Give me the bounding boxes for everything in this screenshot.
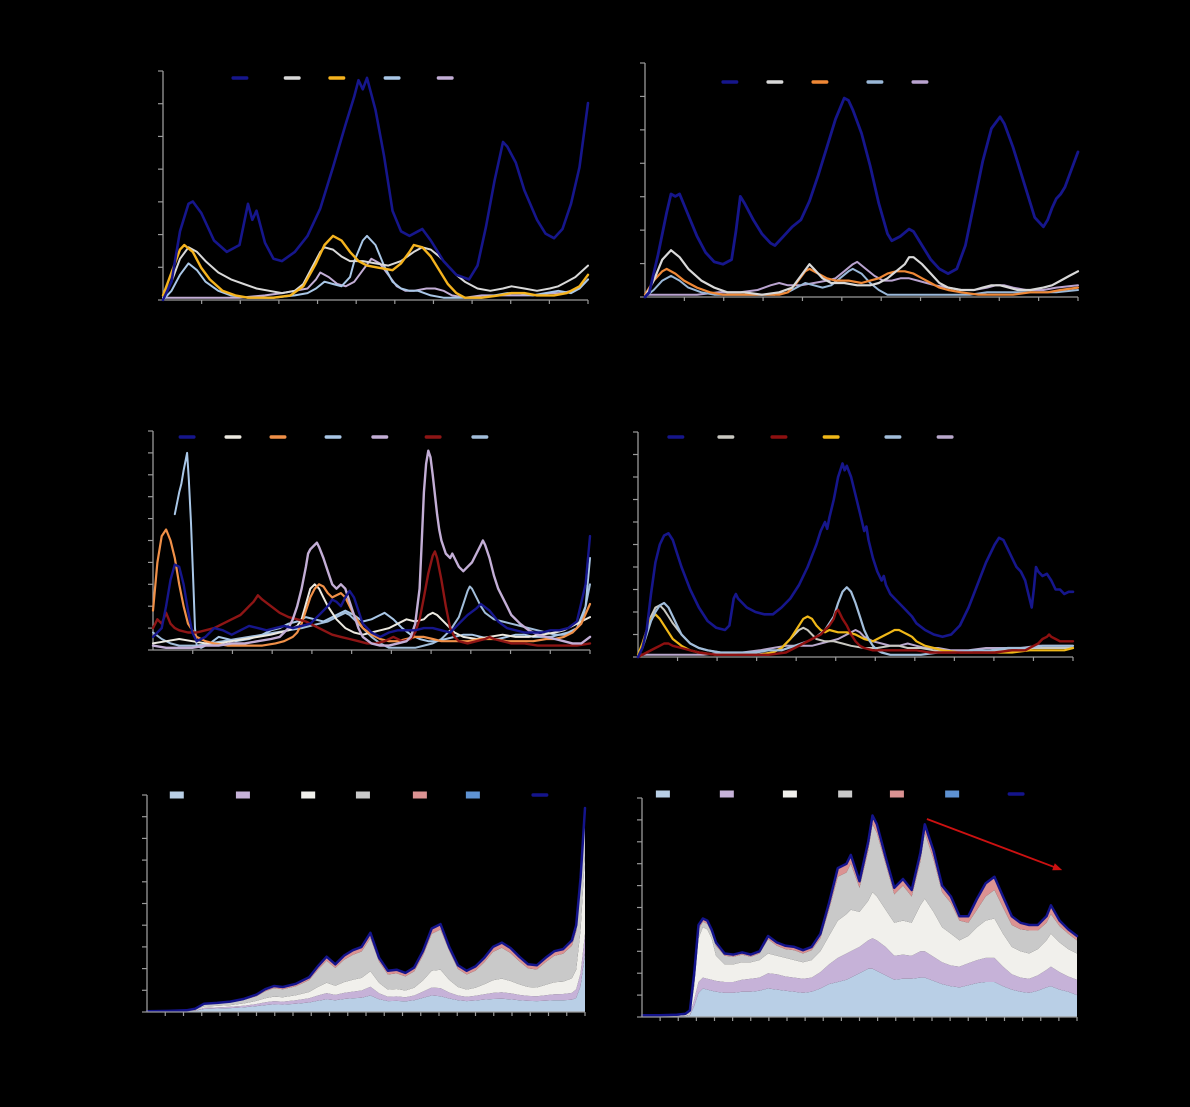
legend-marker-light-blue bbox=[884, 435, 902, 439]
area-layer-white bbox=[147, 855, 585, 1012]
legend-marker-dark-red bbox=[424, 435, 442, 439]
chart-bottom-left bbox=[142, 791, 587, 1016]
legend-marker-light-blue bbox=[324, 435, 342, 439]
series-light-gray-line bbox=[643, 249, 1080, 299]
legend bbox=[178, 435, 489, 439]
legend-marker-plum bbox=[371, 435, 389, 439]
area-layer-lavender bbox=[642, 938, 1077, 1017]
legend-marker-steel-blue bbox=[471, 435, 489, 439]
legend-marker-navy bbox=[667, 435, 685, 439]
series-gold-line bbox=[636, 613, 1075, 656]
legend-marker-steel-blue bbox=[945, 790, 960, 798]
legend-marker-plum bbox=[936, 435, 954, 439]
legend-marker-cream bbox=[224, 435, 242, 439]
legend bbox=[667, 435, 954, 439]
legend-marker-orange bbox=[269, 435, 287, 439]
chart-top-right bbox=[640, 62, 1080, 301]
legend-marker-white bbox=[782, 790, 797, 798]
series-navy-line bbox=[151, 534, 592, 643]
chart-middle-right bbox=[633, 431, 1075, 661]
legend bbox=[169, 791, 549, 799]
legend-marker-navy bbox=[721, 80, 739, 84]
series-navy-line bbox=[161, 76, 590, 302]
legend-marker-light-blue bbox=[169, 791, 184, 799]
area-layer-white bbox=[642, 892, 1077, 1017]
legend-marker-navy-total bbox=[531, 793, 549, 797]
series-cream-line bbox=[152, 583, 591, 645]
area-layer-lavender bbox=[147, 933, 585, 1012]
axes bbox=[142, 794, 586, 1016]
legend-marker-lavender bbox=[235, 791, 250, 799]
legend-marker-pink bbox=[889, 790, 904, 798]
total-line-navy-total bbox=[640, 814, 1079, 1017]
series-plum-line bbox=[151, 449, 592, 649]
legend-marker-gold bbox=[328, 76, 346, 80]
legend bbox=[655, 790, 1025, 798]
legend-marker-plum bbox=[911, 80, 929, 84]
series-light-blue-line bbox=[173, 451, 591, 649]
legend-marker-steel-blue bbox=[465, 791, 480, 799]
legend-marker-light-blue bbox=[655, 790, 670, 798]
series-navy-line bbox=[643, 96, 1080, 299]
legend bbox=[721, 80, 929, 84]
legend-marker-navy-total bbox=[1007, 792, 1025, 796]
legend-marker-pink bbox=[412, 791, 427, 799]
legend-marker-dark-red bbox=[770, 435, 788, 439]
trend-arrow-annotation bbox=[926, 818, 1063, 871]
trend-arrow-head bbox=[1052, 863, 1063, 871]
legend-marker-light-gray bbox=[283, 76, 301, 80]
area-layer-light-blue bbox=[642, 968, 1077, 1017]
chart-bottom-right bbox=[637, 790, 1079, 1021]
legend-marker-navy bbox=[231, 76, 249, 80]
area-layer-gray bbox=[147, 821, 585, 1012]
series-dark-red-line bbox=[636, 608, 1075, 659]
legend-marker-gray bbox=[355, 791, 370, 799]
legend-marker-light-blue bbox=[383, 76, 401, 80]
legend-marker-light-blue bbox=[866, 80, 884, 84]
legend-marker-light-gray bbox=[766, 80, 784, 84]
legend-marker-navy bbox=[178, 435, 196, 439]
series-gold-line bbox=[161, 234, 590, 299]
legend-marker-plum bbox=[436, 76, 454, 80]
axes bbox=[637, 797, 1078, 1021]
series-orange-line bbox=[643, 267, 1080, 296]
series-navy-line bbox=[636, 462, 1075, 659]
legend-marker-gray bbox=[717, 435, 735, 439]
legend-marker-orange bbox=[811, 80, 829, 84]
axes bbox=[148, 430, 591, 654]
legend bbox=[231, 76, 454, 80]
legend-marker-lavender bbox=[719, 790, 734, 798]
area-layer-light-blue bbox=[147, 953, 585, 1012]
axes bbox=[640, 62, 1079, 301]
series-steel-blue-line bbox=[152, 583, 591, 649]
legend-marker-gray bbox=[838, 790, 853, 798]
axes bbox=[633, 431, 1074, 661]
legend-marker-white bbox=[301, 791, 316, 799]
total-line-navy-total bbox=[145, 806, 587, 1013]
chart-middle-left bbox=[148, 430, 592, 654]
axes bbox=[158, 70, 589, 304]
series-light-gray-line bbox=[162, 246, 589, 299]
legend-marker-gold bbox=[822, 435, 840, 439]
trend-arrow-shaft bbox=[926, 818, 1057, 869]
chart-top-left bbox=[158, 70, 590, 304]
